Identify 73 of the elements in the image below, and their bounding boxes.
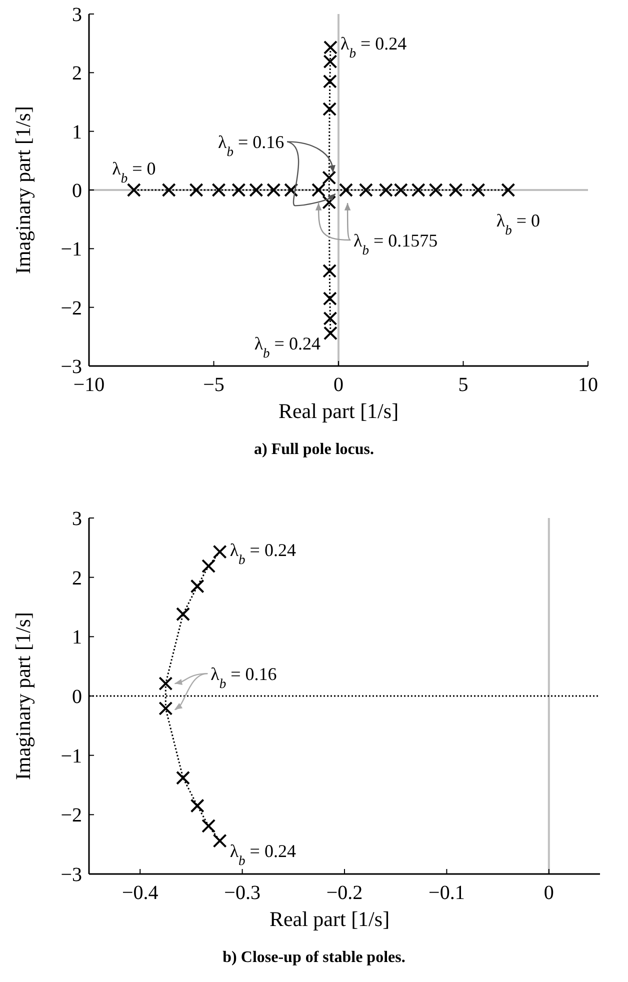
point bbox=[162, 183, 176, 197]
point bbox=[266, 183, 281, 197]
y-tick-label: −1 bbox=[60, 238, 82, 261]
annotation: λ$_{b}$ = 0.1575 bbox=[354, 230, 438, 257]
annotation: λ$_{b}$ = 0.16 bbox=[218, 132, 284, 158]
y-tick-label: −2 bbox=[60, 297, 82, 320]
point bbox=[202, 559, 216, 574]
y-axis-title: Imaginary part [1/s] bbox=[11, 106, 35, 274]
point bbox=[158, 676, 173, 691]
x-tick-label: −0.3 bbox=[224, 882, 260, 904]
x-tick-label: 0 bbox=[544, 882, 554, 904]
point bbox=[212, 183, 226, 197]
point bbox=[284, 183, 298, 197]
point bbox=[323, 40, 338, 54]
annotation: λ$_{b}$ = 0.16 bbox=[210, 664, 277, 690]
point bbox=[176, 770, 190, 785]
point bbox=[322, 195, 336, 210]
x-tick-label: 0 bbox=[334, 374, 344, 396]
x-tick-label: −0.2 bbox=[326, 882, 363, 904]
point bbox=[190, 798, 204, 813]
annotation: λ$_{b}$ = 0.24 bbox=[254, 333, 320, 360]
x-axis-title: Real part [1/s] bbox=[278, 399, 399, 423]
point bbox=[428, 183, 443, 197]
point bbox=[126, 183, 141, 197]
point bbox=[323, 326, 338, 340]
y-tick-label: 0 bbox=[72, 686, 82, 708]
x-tick-label: −0.4 bbox=[122, 882, 158, 904]
annotation: λ$_{b}$ = 0.24 bbox=[230, 841, 296, 868]
y-tick-label: 1 bbox=[72, 626, 82, 649]
point bbox=[323, 311, 338, 326]
point bbox=[471, 183, 486, 197]
point bbox=[338, 183, 353, 197]
point bbox=[312, 183, 326, 197]
point bbox=[322, 170, 336, 185]
y-tick-label: 0 bbox=[72, 180, 82, 202]
point bbox=[322, 292, 337, 306]
x-tick-label: 10 bbox=[578, 374, 598, 396]
point bbox=[322, 102, 337, 116]
point bbox=[190, 579, 204, 594]
annotation: λ$_{b}$ = 0 bbox=[496, 210, 540, 237]
point bbox=[189, 183, 204, 197]
x-tick-label: −0.1 bbox=[428, 882, 465, 904]
point bbox=[358, 183, 373, 197]
point bbox=[322, 74, 337, 88]
y-tick-label: −1 bbox=[60, 745, 82, 768]
point bbox=[249, 183, 264, 197]
point bbox=[411, 183, 426, 197]
point bbox=[448, 183, 463, 197]
y-tick-label: 2 bbox=[72, 62, 82, 85]
point bbox=[176, 607, 190, 622]
annotation: λ$_{b}$ = 0 bbox=[112, 158, 156, 185]
annotation: λ$_{b}$ = 0.24 bbox=[230, 540, 296, 567]
x-tick-label: 5 bbox=[458, 374, 468, 396]
x-tick-label: −5 bbox=[203, 374, 224, 396]
point bbox=[158, 701, 173, 716]
y-tick-label: 3 bbox=[72, 4, 82, 26]
annotation: λ$_{b}$ = 0.24 bbox=[340, 34, 407, 60]
point bbox=[212, 544, 227, 559]
point bbox=[202, 818, 216, 833]
y-tick-label: 2 bbox=[72, 567, 82, 590]
x-axis-title: Real part [1/s] bbox=[269, 907, 390, 931]
text: b) Close-up of stable poles. bbox=[222, 949, 406, 966]
point bbox=[501, 183, 516, 197]
y-tick-label: −2 bbox=[60, 804, 82, 827]
point bbox=[232, 183, 246, 197]
text: a) Full pole locus. bbox=[254, 441, 374, 458]
y-tick-label: 1 bbox=[72, 121, 82, 144]
point bbox=[322, 264, 337, 278]
y-axis-title: Imaginary part [1/s] bbox=[11, 612, 35, 780]
y-tick-label: −3 bbox=[60, 864, 82, 886]
point bbox=[323, 54, 338, 69]
y-tick-label: 3 bbox=[72, 508, 82, 530]
point bbox=[212, 834, 227, 848]
